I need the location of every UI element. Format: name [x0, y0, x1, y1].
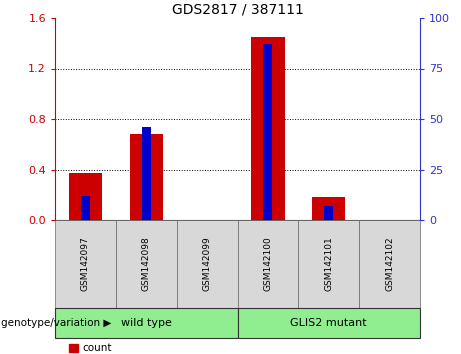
Text: GSM142102: GSM142102: [385, 237, 394, 291]
Text: GSM142100: GSM142100: [263, 236, 272, 291]
Text: wild type: wild type: [121, 318, 171, 328]
Bar: [237, 220, 298, 308]
Text: genotype/variation ▶: genotype/variation ▶: [1, 318, 111, 328]
Legend: count, percentile rank within the sample: count, percentile rank within the sample: [70, 343, 258, 354]
Bar: [81, 196, 90, 220]
Bar: [130, 134, 163, 220]
Bar: [69, 173, 102, 220]
Text: GLIS2 mutant: GLIS2 mutant: [290, 318, 367, 328]
Text: GSM142101: GSM142101: [324, 236, 333, 291]
Bar: [312, 197, 345, 220]
Bar: [324, 206, 333, 220]
Bar: [263, 44, 272, 220]
Bar: [55, 308, 237, 338]
Bar: [116, 220, 177, 308]
Bar: [359, 220, 420, 308]
Bar: [237, 308, 420, 338]
Bar: [251, 37, 284, 220]
Text: GSM142098: GSM142098: [142, 236, 151, 291]
Text: GSM142097: GSM142097: [81, 236, 90, 291]
Title: GDS2817 / 387111: GDS2817 / 387111: [171, 3, 303, 17]
Bar: [298, 220, 359, 308]
Bar: [55, 220, 116, 308]
Bar: [142, 127, 151, 220]
Text: GSM142099: GSM142099: [202, 236, 212, 291]
Bar: [177, 220, 237, 308]
